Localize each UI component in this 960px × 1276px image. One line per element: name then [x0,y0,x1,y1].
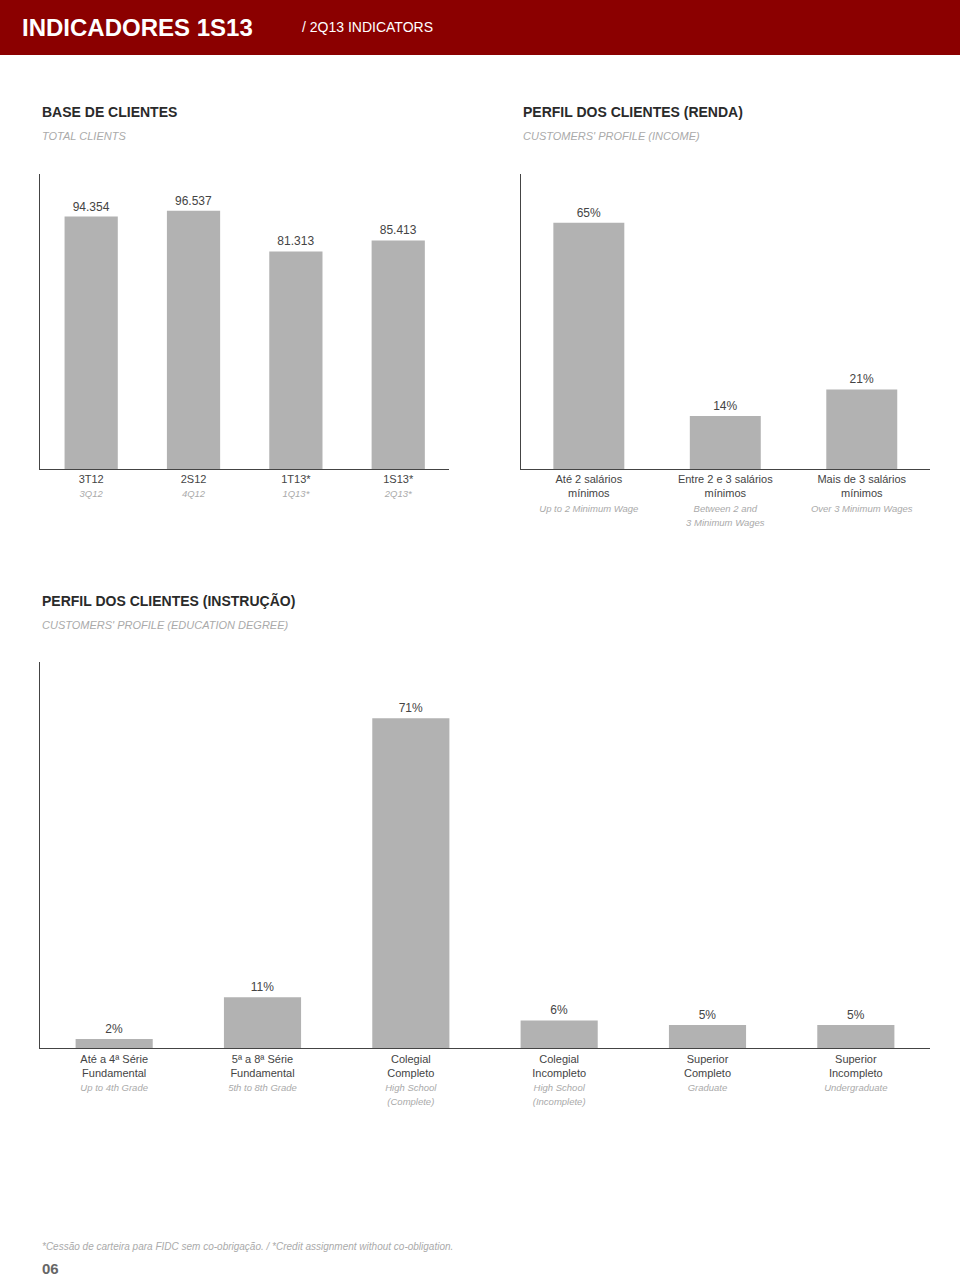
svg-text:CUSTOMERS' PROFILE (INCOME): CUSTOMERS' PROFILE (INCOME) [523,130,700,142]
svg-text:INDICADORES 1S13: INDICADORES 1S13 [22,14,253,41]
svg-text:ColegialIncompletoHigh School(: ColegialIncompletoHigh School(Incomplete… [532,1053,586,1108]
svg-text:14%: 14% [713,399,737,413]
svg-text:ColegialCompletoHigh School(Co: ColegialCompletoHigh School(Complete) [385,1053,437,1108]
svg-text:1S13*2Q13*: 1S13*2Q13* [383,473,414,499]
svg-text:71%: 71% [399,701,423,715]
svg-text:Mais de 3 saláriosmínimosOver: Mais de 3 saláriosmínimosOver 3 Minimum … [811,473,913,514]
svg-text:Até a 4ª SérieFundamentalUp to: Até a 4ª SérieFundamentalUp to 4th Grade [80,1053,148,1094]
svg-text:94.354: 94.354 [73,200,110,214]
svg-text:Até 2 saláriosmínimosUp to 2 M: Até 2 saláriosmínimosUp to 2 Minimum Wag… [539,473,638,514]
svg-text:TOTAL CLIENTS: TOTAL CLIENTS [42,130,126,142]
svg-text:Entre 2 e 3 saláriosmínimosBet: Entre 2 e 3 saláriosmínimosBetween 2 and… [678,473,773,528]
svg-text:SuperiorCompletoGraduate: SuperiorCompletoGraduate [684,1053,731,1094]
svg-text:3T123Q12: 3T123Q12 [79,473,104,499]
svg-text:5%: 5% [847,1008,865,1022]
svg-text:BASE DE CLIENTES: BASE DE CLIENTES [42,104,177,120]
svg-text:5ª a 8ª SérieFundamental5th to: 5ª a 8ª SérieFundamental5th to 8th Grade [228,1053,297,1094]
svg-text:2S124Q12: 2S124Q12 [181,473,207,499]
svg-text:65%: 65% [577,206,601,220]
svg-text:PERFIL DOS CLIENTES (RENDA): PERFIL DOS CLIENTES (RENDA) [523,104,743,120]
svg-text:2%: 2% [105,1022,123,1036]
svg-text:5%: 5% [699,1008,717,1022]
svg-text:11%: 11% [251,980,274,994]
svg-text:81.313: 81.313 [277,234,314,248]
svg-text:/ 2Q13 INDICATORS: / 2Q13 INDICATORS [302,19,433,35]
svg-text:06: 06 [42,1260,59,1276]
svg-text:96.537: 96.537 [175,194,212,208]
svg-text:6%: 6% [550,1003,568,1017]
svg-text:SuperiorIncompletoUndergraduat: SuperiorIncompletoUndergraduate [824,1053,887,1094]
svg-text:CUSTOMERS' PROFILE (EDUCATION: CUSTOMERS' PROFILE (EDUCATION DEGREE) [42,619,288,631]
svg-text:*Cessão de carteira para FIDC: *Cessão de carteira para FIDC sem co-obr… [42,1241,453,1252]
svg-text:21%: 21% [850,372,874,386]
svg-text:PERFIL DOS CLIENTES (INSTRUÇÃO: PERFIL DOS CLIENTES (INSTRUÇÃO) [42,592,295,609]
svg-text:1T13*1Q13*: 1T13*1Q13* [281,473,311,499]
svg-text:85.413: 85.413 [380,223,417,237]
